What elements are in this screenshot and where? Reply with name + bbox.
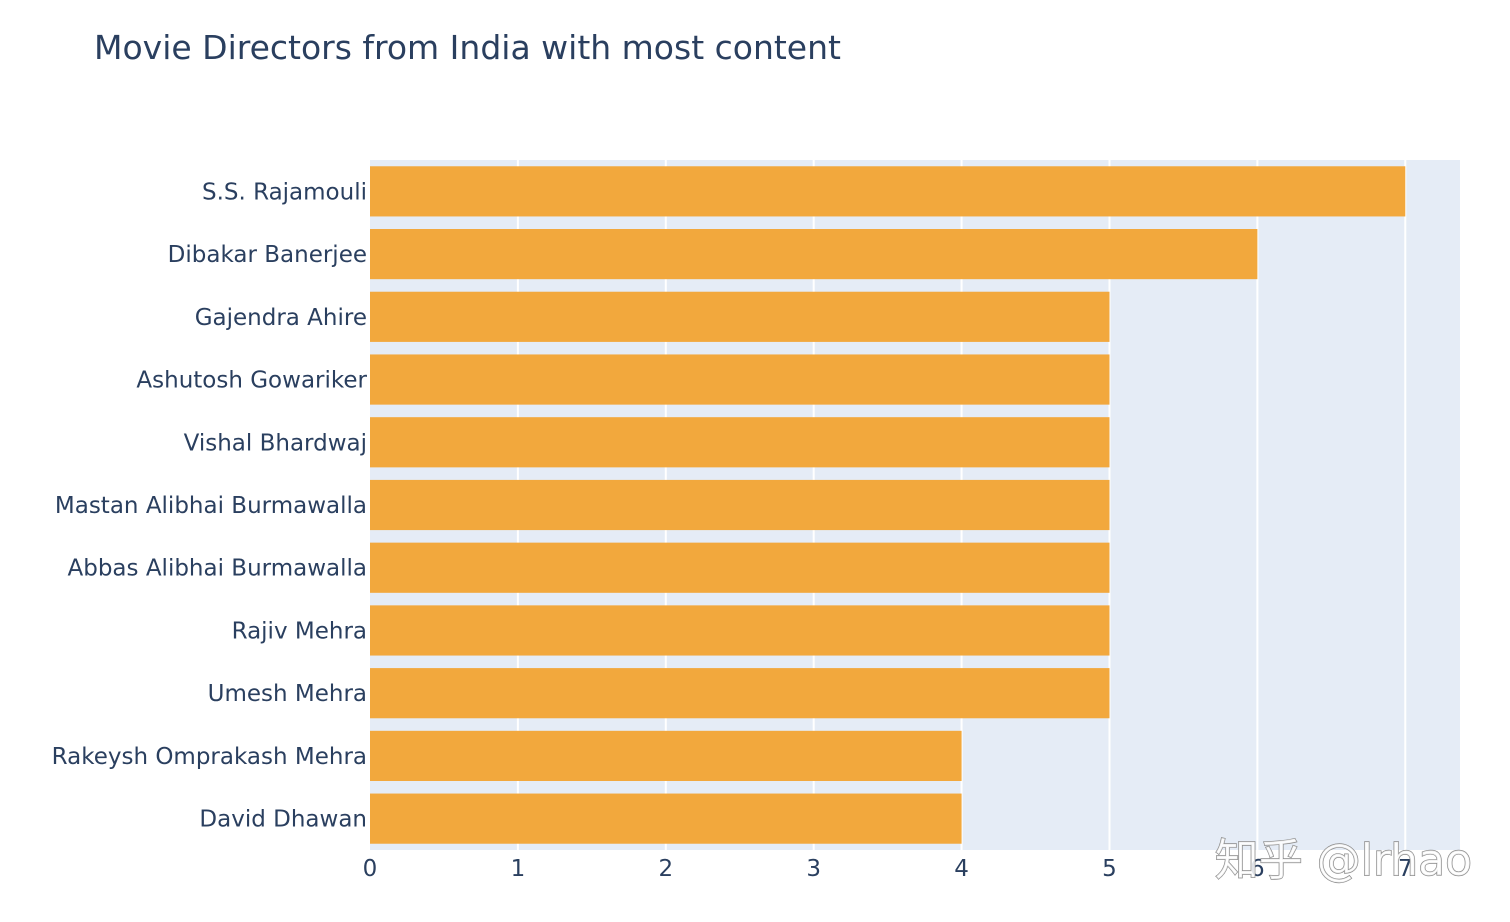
x-tick-label: 2 [658, 856, 673, 882]
y-tick-label: Ashutosh Gowariker [136, 368, 367, 394]
y-tick-label: Rakeysh Omprakash Mehra [52, 744, 367, 770]
bar[interactable] [370, 730, 962, 781]
x-tick-label: 4 [954, 856, 969, 882]
bar[interactable] [370, 229, 1258, 280]
y-tick-label: Mastan Alibhai Burmawalla [55, 493, 367, 519]
bars [370, 166, 1406, 844]
y-axis-labels: S.S. Rajamouli Dibakar Banerjee Gajendra A… [52, 179, 368, 832]
y-tick-label: Dibakar Banerjee [168, 242, 367, 268]
bar[interactable] [370, 417, 1110, 468]
y-tick-label: Gajendra Ahire [195, 305, 367, 331]
bar[interactable] [370, 793, 962, 844]
y-tick-label: Rajiv Mehra [232, 618, 367, 644]
y-tick-label: S.S. Rajamouli [202, 179, 367, 205]
x-tick-label: 1 [511, 856, 526, 882]
bar[interactable] [370, 605, 1110, 656]
bar[interactable] [370, 668, 1110, 719]
x-axis-labels: 0 1 2 3 4 5 6 7 [363, 856, 1413, 882]
x-tick-label: 5 [1102, 856, 1117, 882]
bar[interactable] [370, 479, 1110, 531]
bar[interactable] [370, 291, 1110, 342]
x-tick-label: 3 [806, 856, 821, 882]
bar[interactable] [370, 166, 1406, 217]
y-tick-label: Vishal Bhardwaj [184, 430, 367, 456]
x-tick-label: 7 [1398, 856, 1413, 882]
y-tick-label: David Dhawan [199, 807, 367, 833]
x-tick-label: 6 [1250, 856, 1265, 882]
y-tick-label: Umesh Mehra [208, 681, 367, 707]
watermark: 知乎 @lrhao [1215, 835, 1472, 886]
bar[interactable] [370, 354, 1110, 405]
y-tick-label: Abbas Alibhai Burmawalla [68, 556, 368, 582]
chart-title: Movie Directors from India with most con… [94, 28, 841, 67]
x-tick-label: 0 [363, 856, 378, 882]
bar[interactable] [370, 542, 1110, 593]
